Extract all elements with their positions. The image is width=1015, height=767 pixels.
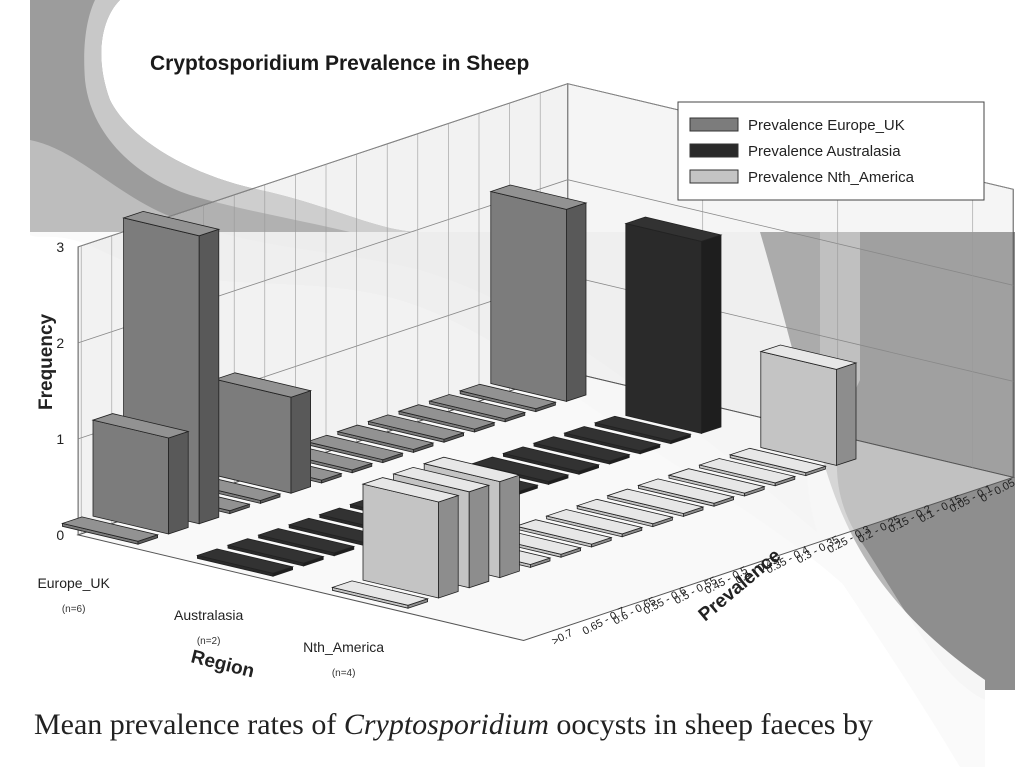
legend-swatch-australasia [689,143,739,158]
y-tick-3: 3 [56,239,64,255]
bar-prevalence-europe-uk-11 [397,404,496,433]
bar-prevalence-europe-uk-10 [366,414,466,443]
caption-italic-genus: Cryptosporidium [343,708,549,741]
bar-prevalence-australasia-14 [624,216,723,434]
bar-prevalence-europe-uk-9 [336,424,435,453]
bar-prevalence-nth-america-8 [575,498,674,528]
region-label-1: Australasia [174,607,243,623]
region-label-2: Nth_America [303,639,384,655]
region-label-0: Europe_UK [37,575,110,591]
legend-swatch-nth-america [689,169,739,184]
y-tick-1: 1 [56,431,64,447]
bar-prevalence-europe-uk-8 [305,434,404,464]
bar-prevalence-nth-america-9 [606,488,705,517]
bar-prevalence-nth-america-11 [667,468,766,497]
chart-title: Cryptosporidium Prevalence in Sheep [150,52,529,75]
region-n-0: (n=6) [62,604,86,615]
y-tick-0: 0 [56,527,64,543]
bar-prevalence-nth-america-13 [728,447,827,477]
bar-prevalence-australasia-11 [532,436,631,465]
y-axis-title: Frequency [36,313,57,410]
bar-prevalence-australasia-2 [257,528,356,557]
bar-prevalence-australasia-12 [563,426,662,455]
bar-prevalence-nth-america-14 [759,344,858,466]
legend: Prevalence Europe_UK Prevalence Australa… [677,101,985,201]
bar-prevalence-europe-uk-13 [458,383,557,413]
bar-prevalence-nth-america-0 [330,580,430,609]
y-tick-2: 2 [56,335,64,351]
bar-prevalence-europe-uk-1 [91,413,190,535]
figure-caption: Mean prevalence rates of Cryptosporidium… [34,708,986,742]
legend-label-australasia: Prevalence Australasia [748,143,901,160]
bar-prevalence-europe-uk-14 [489,184,588,402]
caption-text-start: Mean prevalence rates of [34,708,344,741]
caption-text-end: oocysts in sheep faeces by [548,708,873,741]
region-n-1: (n=2) [197,636,221,647]
bar-prevalence-australasia-10 [501,446,601,475]
chart-bars [60,184,858,609]
bar-prevalence-nth-america-12 [698,458,797,487]
bar-prevalence-nth-america-6 [514,519,613,548]
bar-prevalence-europe-uk-0 [60,516,160,545]
legend-swatch-europe-uk [689,117,739,132]
bar-prevalence-australasia-13 [593,415,692,445]
legend-label-europe-uk: Prevalence Europe_UK [748,117,905,134]
bar-prevalence-europe-uk-12 [428,394,527,423]
bar-prevalence-europe-uk-5 [213,372,313,494]
bar-prevalence-nth-america-7 [545,509,644,538]
bar-prevalence-australasia-1 [226,538,325,567]
legend-label-nth-america: Prevalence Nth_America [748,169,915,186]
x-axis-title: Region [189,646,257,682]
region-n-2: (n=4) [332,668,356,679]
bar-prevalence-australasia-0 [195,548,295,577]
bar-prevalence-nth-america-1 [361,477,460,599]
bar-prevalence-nth-america-10 [636,478,736,507]
